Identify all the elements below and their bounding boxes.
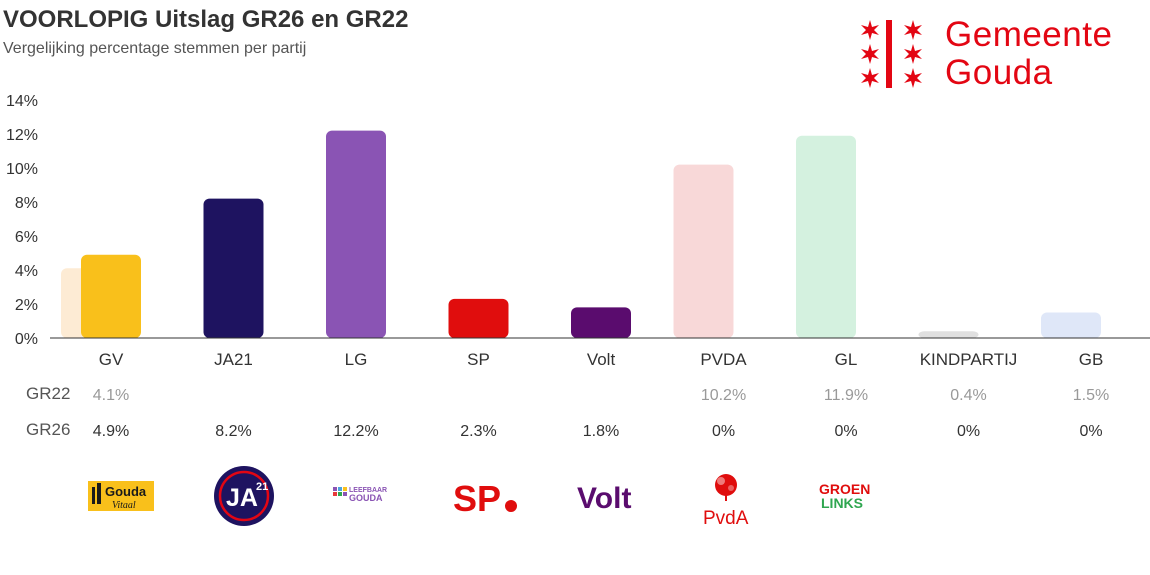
value-gr22: 0.4% — [950, 387, 986, 404]
star-icon — [861, 68, 879, 88]
value-gr26: 12.2% — [333, 423, 378, 440]
bar-gr22-pvda — [673, 164, 734, 338]
y-tick-label: 14% — [6, 93, 38, 110]
category-labels: GV JA21 LG SP Volt PVDA GL KINDPARTIJ GB — [99, 350, 1104, 369]
chart-subtitle: Vergelijking percentage stemmen per part… — [3, 40, 307, 57]
bar-gr26-ja21 — [203, 198, 264, 338]
category-label: GV — [99, 350, 124, 369]
logo-bar — [886, 20, 892, 88]
bar-gr26-gv — [81, 254, 141, 338]
row-label-gr22: GR22 — [26, 384, 70, 403]
value-gr22: 4.1% — [93, 387, 129, 404]
y-tick-label: 8% — [15, 195, 38, 212]
ja21-logo: JA 21 — [214, 466, 274, 526]
bar-gr26-volt — [571, 307, 631, 338]
value-gr26: 2.3% — [460, 423, 496, 440]
gemeente-gouda-logo-text: Gemeente Gouda — [945, 16, 1112, 92]
bar-gr22-kindpartij — [918, 331, 979, 338]
gemeente-gouda-logo-mark — [861, 20, 922, 88]
category-label: JA21 — [214, 350, 253, 369]
value-gr22: 10.2% — [701, 387, 746, 404]
lg-logo-line-2: GOUDA — [349, 493, 383, 503]
value-gr22: 11.9% — [824, 387, 868, 404]
leefbaar-gouda-logo: LEEFBAAR GOUDA — [333, 487, 387, 503]
chart-title: VOORLOPIG Uitslag GR26 en GR22 — [3, 6, 409, 33]
bar-gr26-lg — [326, 130, 386, 338]
value-gr26: 0% — [712, 423, 735, 440]
category-label: KINDPARTIJ — [920, 350, 1018, 369]
sp-logo-text: SP — [453, 478, 501, 519]
gl-logo-line-1: GROEN — [819, 481, 870, 497]
bar-gr22-gb — [1041, 312, 1101, 338]
tomato-icon — [505, 500, 517, 512]
category-label: LG — [345, 350, 368, 369]
category-label: GB — [1079, 350, 1104, 369]
bar-gr26-sp — [448, 298, 509, 338]
star-icon — [861, 20, 879, 40]
value-gr26: 8.2% — [215, 423, 251, 440]
volt-logo-text: Volt — [577, 482, 631, 515]
y-tick-label: 10% — [6, 161, 38, 178]
y-tick-label: 6% — [15, 229, 38, 246]
gv-logo-line-1: Gouda — [105, 484, 147, 499]
ja21-logo-sup: 21 — [256, 481, 268, 493]
value-gr26: 1.8% — [583, 423, 619, 440]
lg-logo-line-1: LEEFBAAR — [349, 487, 387, 494]
ja21-logo-main: JA — [226, 484, 258, 512]
category-label: PVDA — [700, 350, 747, 369]
star-icon — [861, 44, 879, 64]
value-table: 4.1% 4.9% 8.2% 12.2% 2.3% 1.8% 10.2% 0% 11.9% 0% 0… — [26, 384, 1109, 440]
row-label-gr26: GR26 — [26, 420, 70, 439]
y-axis: 0% 2% 4% 6% 8% 10% 12% 14% — [6, 93, 38, 348]
logo-line-2: Gouda — [945, 53, 1053, 92]
value-gr26: 0% — [1079, 423, 1102, 440]
y-tick-label: 4% — [15, 263, 38, 280]
value-gr26: 0% — [957, 423, 980, 440]
volt-logo: Volt — [577, 482, 631, 515]
gl-logo-line-2: LINKS — [821, 495, 863, 511]
star-icon — [904, 20, 922, 40]
logo-line-1: Gemeente — [945, 15, 1113, 54]
value-gr26: 4.9% — [93, 423, 129, 440]
bars — [61, 130, 1101, 338]
star-icon — [904, 68, 922, 88]
category-label: GL — [835, 350, 858, 369]
y-tick-label: 0% — [15, 331, 38, 348]
star-icon — [904, 44, 922, 64]
category-label: SP — [467, 350, 490, 369]
sp-logo: SP — [453, 478, 517, 519]
category-label: Volt — [587, 350, 616, 369]
y-tick-label: 2% — [15, 297, 38, 314]
pvda-logo-text: PvdA — [703, 508, 749, 529]
bar-gr22-gl — [796, 135, 856, 338]
groenlinks-logo: GROEN LINKS — [819, 481, 870, 511]
gouda-vitaal-logo: Gouda Vitaal — [88, 481, 154, 511]
pvda-logo: PvdA — [703, 474, 749, 529]
rose-icon — [715, 474, 737, 496]
value-gr26: 0% — [834, 423, 857, 440]
party-logos: Gouda Vitaal JA 21 LEEFBAAR GOUDA SP Vol… — [88, 466, 870, 529]
value-gr22: 1.5% — [1073, 387, 1109, 404]
gv-logo-line-2: Vitaal — [112, 500, 136, 511]
y-tick-label: 12% — [6, 127, 38, 144]
